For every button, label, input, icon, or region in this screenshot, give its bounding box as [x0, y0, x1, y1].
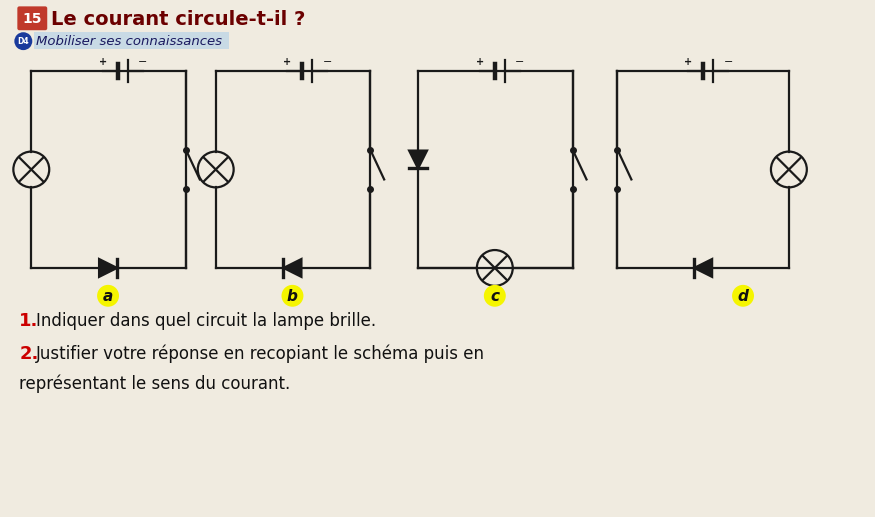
- Text: +: +: [684, 57, 692, 67]
- Polygon shape: [284, 259, 301, 277]
- Text: c: c: [490, 290, 500, 305]
- Text: d: d: [738, 290, 748, 305]
- Text: +: +: [99, 57, 107, 67]
- Text: +: +: [284, 57, 291, 67]
- Text: −: −: [323, 57, 332, 67]
- Text: −: −: [515, 57, 524, 67]
- Circle shape: [282, 285, 304, 307]
- Circle shape: [97, 285, 119, 307]
- Text: −: −: [138, 57, 148, 67]
- FancyBboxPatch shape: [34, 32, 228, 49]
- Text: 2.: 2.: [19, 344, 38, 362]
- Text: Le courant circule-t-il ?: Le courant circule-t-il ?: [52, 10, 305, 29]
- Circle shape: [732, 285, 754, 307]
- Text: 1.: 1.: [19, 312, 38, 330]
- Text: D4: D4: [18, 37, 29, 45]
- Text: b: b: [287, 290, 298, 305]
- Text: 15: 15: [23, 12, 42, 26]
- Text: Justifier votre réponse en recopiant le schéma puis en: Justifier votre réponse en recopiant le …: [36, 344, 486, 363]
- Text: a: a: [103, 290, 113, 305]
- FancyBboxPatch shape: [18, 6, 47, 30]
- Text: représentant le sens du courant.: représentant le sens du courant.: [19, 374, 290, 393]
- Text: Mobiliser ses connaissances: Mobiliser ses connaissances: [36, 35, 222, 48]
- Text: −: −: [724, 57, 732, 67]
- Text: Indiquer dans quel circuit la lampe brille.: Indiquer dans quel circuit la lampe bril…: [36, 312, 376, 330]
- Polygon shape: [99, 259, 117, 277]
- Text: +: +: [476, 57, 484, 67]
- Polygon shape: [410, 150, 427, 169]
- Circle shape: [484, 285, 506, 307]
- Polygon shape: [694, 259, 712, 277]
- Circle shape: [14, 32, 32, 50]
